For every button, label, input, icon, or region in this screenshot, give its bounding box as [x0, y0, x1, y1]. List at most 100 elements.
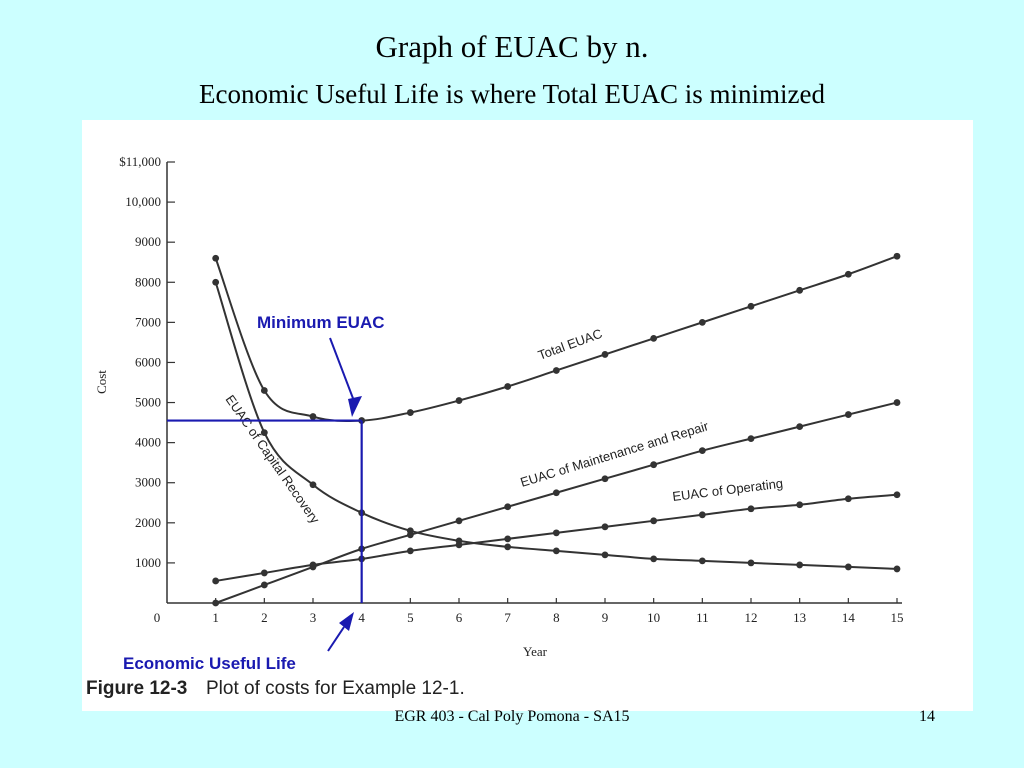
- x-axis-label: Year: [523, 644, 548, 659]
- series-label-maintenance-repair: EUAC of Maintenance and Repair: [518, 418, 710, 490]
- y-tick-label: 8000: [135, 274, 161, 289]
- data-point-operating: [698, 511, 706, 519]
- data-point-operating: [796, 501, 804, 509]
- x-tick-label: 11: [696, 610, 709, 625]
- data-point-maintenance-repair: [212, 599, 220, 607]
- chart-annotations: Minimum EUAC Economic Useful Life: [123, 313, 385, 673]
- data-point-operating: [844, 495, 852, 503]
- data-point-total-euac: [796, 286, 804, 294]
- series-line-total-euac: [214, 255, 898, 422]
- x-tick-label: 14: [842, 610, 856, 625]
- data-point-capital-recovery: [309, 481, 317, 489]
- slide-subtitle: Economic Useful Life is where Total EUAC…: [199, 79, 825, 109]
- x-tick-label: 6: [456, 610, 463, 625]
- data-point-total-euac: [455, 397, 463, 404]
- y-tick-label: 10,000: [125, 194, 161, 209]
- y-tick-label: 3000: [135, 475, 161, 490]
- figure-caption-text: Plot of costs for Example 12-1.: [206, 678, 465, 699]
- data-point-capital-recovery: [650, 555, 658, 563]
- y-tick-label: 4000: [135, 435, 161, 450]
- data-point-maintenance-repair: [552, 489, 560, 497]
- data-point-maintenance-repair: [406, 531, 414, 539]
- data-point-total-euac: [893, 252, 901, 260]
- data-point-operating: [212, 577, 220, 585]
- data-point-operating: [893, 491, 901, 499]
- data-point-total-euac: [698, 318, 706, 326]
- slide-title: Graph of EUAC by n.: [375, 29, 649, 64]
- data-point-maintenance-repair: [844, 411, 852, 418]
- y-tick-label: 1000: [135, 555, 161, 570]
- data-point-capital-recovery: [504, 543, 512, 551]
- data-point-maintenance-repair: [455, 517, 463, 525]
- data-point-operating: [747, 505, 755, 513]
- x-tick-label: 1: [212, 610, 219, 625]
- data-point-operating: [552, 529, 560, 537]
- data-point-maintenance-repair: [796, 423, 804, 430]
- x-tick-label: 3: [310, 610, 317, 625]
- data-point-maintenance-repair: [893, 399, 901, 406]
- data-point-capital-recovery: [747, 559, 755, 567]
- y-tick-label: $11,000: [119, 154, 161, 169]
- y-tick-label: 6000: [135, 354, 161, 369]
- x-tick-label: 4: [358, 610, 365, 625]
- data-point-total-euac: [601, 351, 609, 358]
- data-point-operating: [455, 541, 463, 549]
- y-tick-label: 9000: [135, 234, 161, 249]
- figure-panel: 1000 2000 3000 4000 5000 6000 7000 8000 9000 10,0…: [82, 120, 973, 711]
- x-tick-label: 15: [891, 610, 904, 625]
- chart-series: [212, 252, 901, 607]
- data-point-capital-recovery: [552, 547, 560, 555]
- x-tick-label: 2: [261, 610, 268, 625]
- economic-life-annotation: Economic Useful Life: [123, 654, 296, 673]
- data-point-capital-recovery: [796, 561, 804, 569]
- data-point-operating: [406, 547, 414, 555]
- data-point-maintenance-repair: [747, 435, 755, 443]
- data-point-total-euac: [552, 367, 560, 374]
- data-point-maintenance-repair: [650, 461, 658, 469]
- data-point-operating: [309, 561, 317, 569]
- x-tick-label: 7: [504, 610, 511, 625]
- data-point-capital-recovery: [260, 429, 268, 437]
- x-tick-label: 10: [647, 610, 660, 625]
- data-point-operating: [601, 523, 609, 531]
- x-tick-label: 9: [602, 610, 609, 625]
- series-line-operating: [215, 493, 898, 582]
- data-point-capital-recovery: [212, 278, 220, 286]
- data-point-total-euac: [260, 387, 268, 394]
- life-arrowhead: [339, 612, 354, 631]
- data-point-maintenance-repair: [260, 581, 268, 589]
- minimum-arrowhead: [348, 396, 362, 417]
- data-point-total-euac: [212, 254, 220, 262]
- series-line-capital-recovery: [214, 281, 898, 570]
- x-tick-label: 12: [745, 610, 758, 625]
- euac-chart: 1000 2000 3000 4000 5000 6000 7000 8000 9000 10,0…: [86, 154, 904, 699]
- data-point-capital-recovery: [601, 551, 609, 559]
- y-axis-label: Cost: [94, 370, 109, 394]
- data-point-total-euac: [650, 335, 658, 342]
- x-tick-label: 13: [793, 610, 806, 625]
- x-tick-label: 8: [553, 610, 560, 625]
- y-tick-label: 2000: [135, 515, 161, 530]
- figure-caption-label: Figure 12-3: [86, 678, 187, 699]
- data-point-capital-recovery: [698, 557, 706, 565]
- series-line-maintenance-repair: [215, 401, 898, 604]
- data-point-total-euac: [844, 270, 852, 278]
- data-point-capital-recovery: [844, 563, 852, 571]
- minimum-arrow-shaft: [329, 337, 355, 402]
- x-tick-label: 0: [154, 610, 161, 625]
- data-point-operating: [650, 517, 658, 525]
- minimum-euac-annotation: Minimum EUAC: [257, 313, 385, 332]
- slide-footer: EGR 403 - Cal Poly Pomona - SA15: [394, 708, 630, 725]
- data-point-maintenance-repair: [698, 447, 706, 455]
- data-point-total-euac: [406, 409, 414, 416]
- series-label-capital-recovery: EUAC of Capital Recovery: [223, 392, 323, 526]
- life-arrow-shaft: [327, 626, 345, 652]
- data-point-total-euac: [309, 413, 317, 420]
- data-point-maintenance-repair: [601, 475, 609, 483]
- y-tick-label: 7000: [135, 314, 161, 329]
- data-point-total-euac: [747, 302, 755, 310]
- series-label-operating: EUAC of Operating: [672, 476, 784, 504]
- x-tick-label: 5: [407, 610, 414, 625]
- data-point-capital-recovery: [893, 565, 901, 573]
